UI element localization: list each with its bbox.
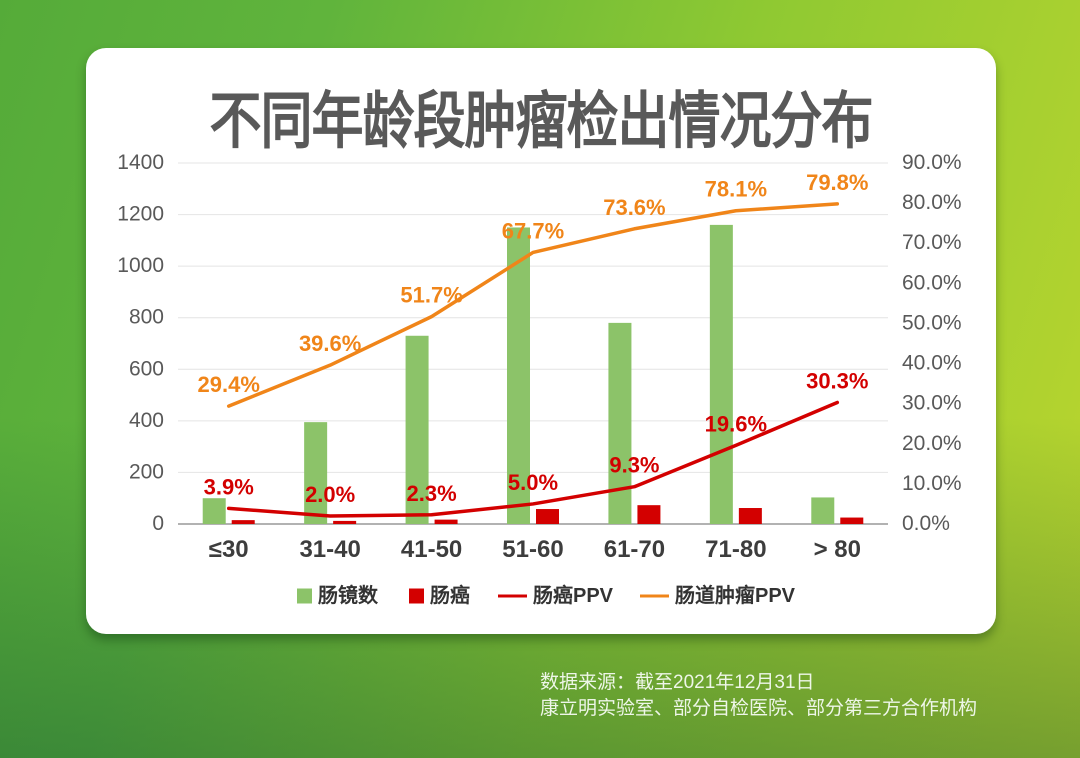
- svg-text:73.6%: 73.6%: [603, 195, 665, 220]
- svg-text:31-40: 31-40: [299, 536, 360, 563]
- svg-text:1200: 1200: [117, 203, 164, 226]
- svg-text:9.3%: 9.3%: [609, 453, 659, 478]
- svg-text:0: 0: [152, 512, 164, 535]
- svg-text:200: 200: [129, 460, 164, 483]
- svg-text:600: 600: [129, 357, 164, 380]
- svg-text:41-50: 41-50: [401, 536, 462, 563]
- svg-text:1400: 1400: [117, 151, 164, 174]
- svg-text:67.7%: 67.7%: [502, 218, 564, 243]
- svg-text:0.0%: 0.0%: [902, 512, 950, 535]
- svg-text:肠癌: 肠癌: [430, 583, 470, 607]
- svg-text:51.7%: 51.7%: [400, 283, 462, 308]
- svg-text:10.0%: 10.0%: [902, 472, 962, 495]
- svg-text:51-60: 51-60: [502, 536, 563, 563]
- svg-text:29.4%: 29.4%: [198, 372, 260, 397]
- svg-text:肠镜数: 肠镜数: [318, 583, 379, 607]
- svg-text:90.0%: 90.0%: [902, 151, 962, 174]
- svg-text:60.0%: 60.0%: [902, 271, 962, 294]
- svg-text:30.0%: 30.0%: [902, 392, 962, 415]
- svg-text:1000: 1000: [117, 254, 164, 277]
- svg-text:39.6%: 39.6%: [299, 331, 361, 356]
- svg-text:30.3%: 30.3%: [806, 368, 868, 393]
- svg-text:肠癌PPV: 肠癌PPV: [533, 583, 614, 607]
- svg-text:70.0%: 70.0%: [902, 231, 962, 254]
- svg-text:40.0%: 40.0%: [902, 352, 962, 375]
- svg-text:800: 800: [129, 306, 164, 329]
- svg-text:5.0%: 5.0%: [508, 470, 558, 495]
- svg-text:2.0%: 2.0%: [305, 482, 355, 507]
- svg-text:> 80: > 80: [814, 536, 861, 563]
- svg-text:≤30: ≤30: [209, 536, 249, 563]
- svg-text:19.6%: 19.6%: [705, 411, 767, 436]
- svg-text:71-80: 71-80: [705, 536, 766, 563]
- svg-text:79.8%: 79.8%: [806, 170, 868, 195]
- svg-text:肠道肿瘤PPV: 肠道肿瘤PPV: [675, 583, 796, 607]
- svg-text:400: 400: [129, 409, 164, 432]
- svg-text:20.0%: 20.0%: [902, 432, 962, 455]
- svg-text:2.3%: 2.3%: [406, 481, 456, 506]
- svg-text:80.0%: 80.0%: [902, 191, 962, 214]
- svg-text:78.1%: 78.1%: [705, 177, 767, 202]
- svg-text:50.0%: 50.0%: [902, 311, 962, 334]
- svg-text:61-70: 61-70: [604, 536, 665, 563]
- svg-text:3.9%: 3.9%: [204, 474, 254, 499]
